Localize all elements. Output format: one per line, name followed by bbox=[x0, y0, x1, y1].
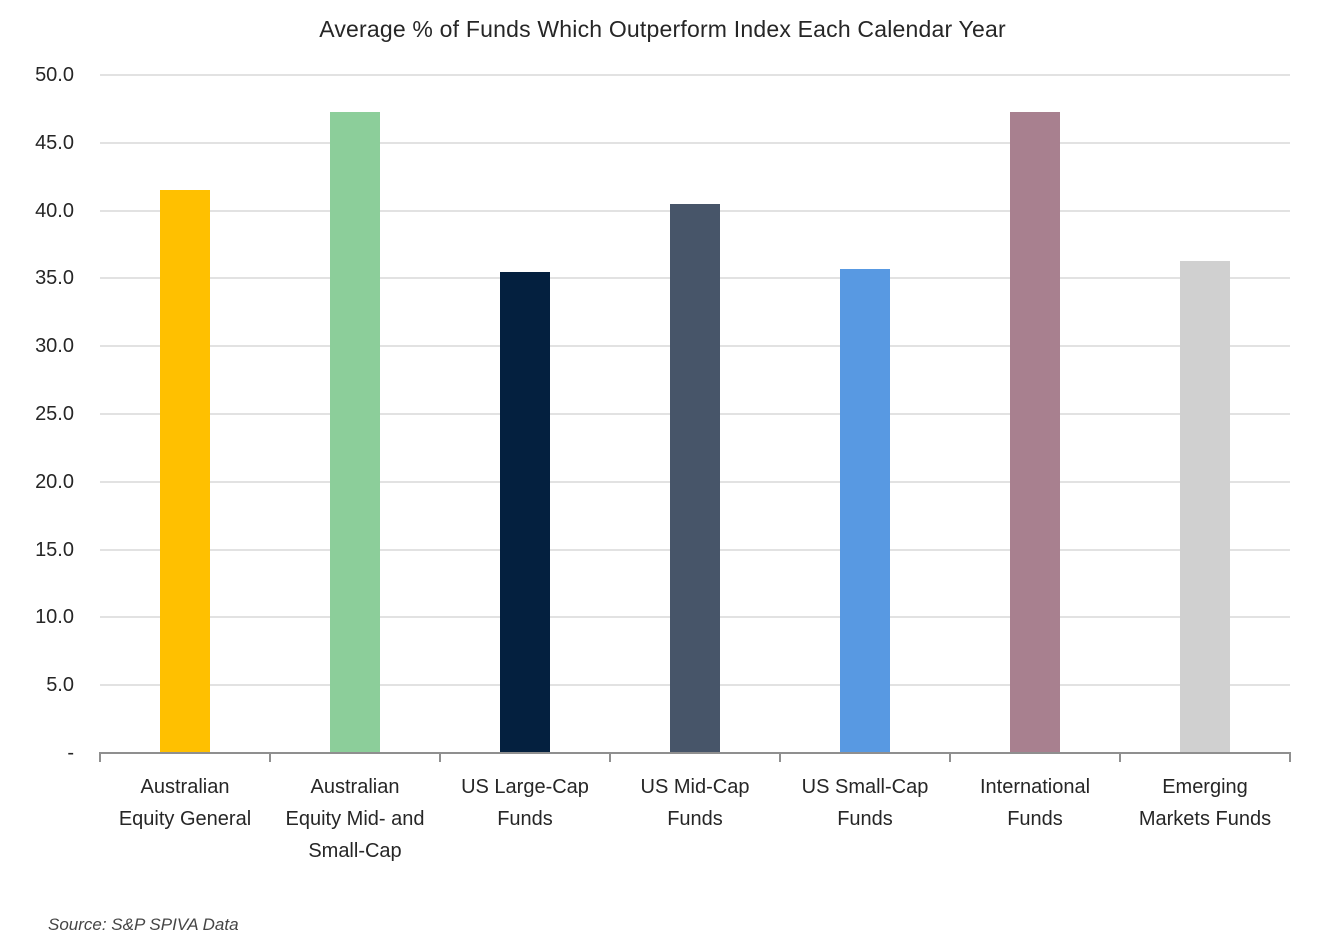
x-axis-tick bbox=[609, 752, 611, 762]
x-axis-category-label: Australian Equity Mid- and Small-Cap bbox=[285, 776, 425, 862]
x-axis-category-label: US Large-Cap Funds bbox=[461, 776, 589, 830]
chart-title: Average % of Funds Which Outperform Inde… bbox=[319, 16, 1006, 42]
bar-4 bbox=[670, 203, 720, 753]
x-axis-tick bbox=[949, 752, 951, 762]
y-axis-tick-label: 15.0 bbox=[35, 538, 74, 561]
y-axis-tick-label: 20.0 bbox=[35, 470, 74, 493]
x-axis-category-label: Australian Equity General bbox=[118, 776, 252, 830]
bar-5 bbox=[840, 268, 890, 753]
bar-6 bbox=[1010, 111, 1060, 753]
x-axis-category-label: Emerging Markets Funds bbox=[1138, 776, 1272, 830]
bar-7 bbox=[1180, 260, 1230, 753]
y-axis-tick-label: 40.0 bbox=[35, 199, 74, 222]
bar-2 bbox=[330, 111, 380, 753]
y-axis-tick-label: 50.0 bbox=[35, 64, 74, 86]
y-axis-tick-label: - bbox=[67, 742, 74, 764]
x-axis-tick bbox=[269, 752, 271, 762]
x-axis-line bbox=[100, 752, 1290, 754]
x-axis-tick bbox=[1119, 752, 1121, 762]
x-axis-tick bbox=[439, 752, 441, 762]
y-axis-tick-label: 25.0 bbox=[35, 403, 74, 425]
bar-3 bbox=[500, 271, 550, 753]
y-axis-tick-label: 35.0 bbox=[35, 267, 74, 290]
x-axis-category-label: International Funds bbox=[979, 776, 1091, 830]
x-axis-category-label: US Mid-Cap Funds bbox=[640, 776, 750, 830]
y-gridline bbox=[100, 74, 1290, 76]
x-axis-tick bbox=[99, 752, 101, 762]
x-axis-tick bbox=[1289, 752, 1291, 762]
bar-1 bbox=[160, 190, 210, 753]
y-axis-tick-label: 5.0 bbox=[46, 674, 74, 697]
y-gridline bbox=[100, 141, 1290, 144]
x-axis-category-label: US Small-Cap Funds bbox=[801, 776, 929, 830]
y-axis-tick-label: 45.0 bbox=[35, 131, 74, 154]
y-axis-tick-label: 30.0 bbox=[35, 335, 74, 358]
y-axis-tick-label: 10.0 bbox=[35, 606, 74, 629]
x-axis-tick bbox=[779, 752, 781, 762]
source-note: Source: S&P SPIVA Data bbox=[48, 915, 239, 934]
